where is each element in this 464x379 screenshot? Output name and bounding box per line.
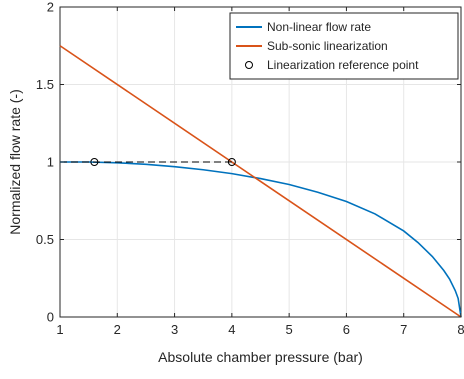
x-tick-label: 2 — [114, 322, 121, 337]
legend-swatch-reference-point — [245, 61, 253, 69]
non-linear-flow-rate-line — [60, 161, 462, 318]
y-tick-label: 1.5 — [36, 77, 54, 92]
x-tick-label: 3 — [171, 322, 178, 337]
legend-label-sub-sonic: Sub-sonic linearization — [267, 39, 388, 53]
x-tick-label: 8 — [457, 322, 464, 337]
legend-label-reference-point: Linearization reference point — [267, 58, 419, 72]
series-layer — [59, 45, 462, 318]
x-tick-label: 1 — [56, 322, 63, 337]
x-tick-label: 6 — [343, 322, 350, 337]
y-tick-label: 0 — [47, 310, 54, 325]
legend-label-non-linear: Non-linear flow rate — [267, 20, 371, 34]
legend: Non-linear flow rate Sub-sonic lineariza… — [229, 12, 459, 80]
axis-ticks: 1 2 3 4 5 6 7 8 0 0.5 1 1.5 2 — [36, 0, 464, 337]
x-tick-label: 7 — [400, 322, 407, 337]
y-tick-label: 0.5 — [36, 232, 54, 247]
y-axis-label: Normalized flow rate (-) — [7, 89, 23, 234]
x-axis-label: Absolute chamber pressure (bar) — [158, 349, 363, 365]
y-tick-label: 2 — [47, 0, 54, 15]
reference-point-marker — [227, 158, 236, 166]
y-tick-label: 1 — [47, 155, 54, 170]
x-tick-label: 4 — [228, 322, 235, 337]
reference-point-marker — [90, 158, 99, 166]
x-tick-label: 5 — [286, 322, 293, 337]
sub-sonic-linearization-line — [59, 45, 462, 318]
legend-box — [229, 12, 459, 80]
